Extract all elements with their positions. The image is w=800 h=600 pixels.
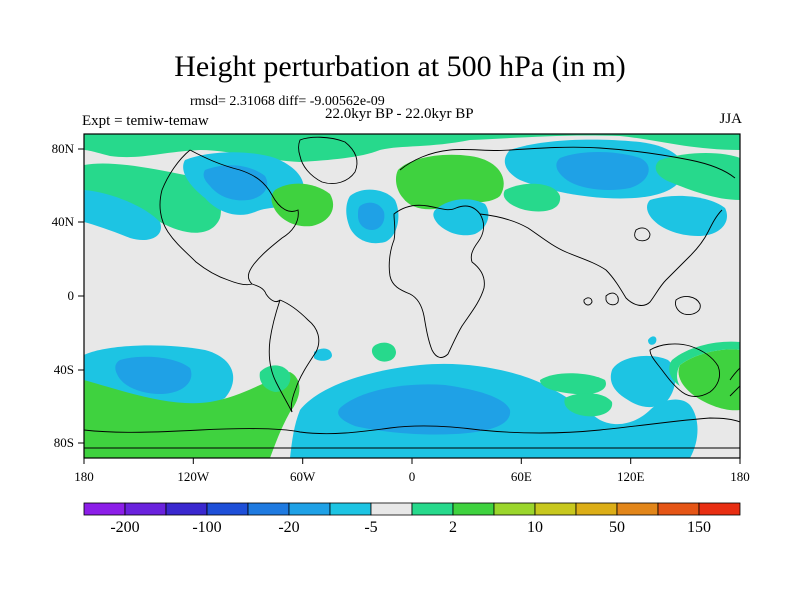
anomaly-region-south-atlantic-west xyxy=(259,365,291,392)
colorbar-swatch xyxy=(657,502,700,516)
stats-text: rmsd= 2.31068 diff= -9.00562e-09 xyxy=(190,94,385,109)
colorbar-swatch xyxy=(493,502,536,516)
latitude-tick-labels: 80N 40N 0 40S 80S xyxy=(52,141,75,450)
anomaly-region-central-asia xyxy=(503,183,561,212)
anomaly-region-indian-ocean-green xyxy=(540,373,606,395)
colorbar-label: -5 xyxy=(364,519,378,536)
anomaly-region-south-indian-green xyxy=(564,393,613,417)
colorbar-swatch xyxy=(534,502,577,516)
anomaly-region-north-pacific xyxy=(84,163,221,233)
anomaly-region-equatorial-indian xyxy=(648,336,657,345)
colorbar-swatch xyxy=(575,502,618,516)
anomaly-region-south-atlantic-small xyxy=(314,348,332,361)
period-label: 22.0kyr BP - 22.0kyr BP xyxy=(325,106,474,122)
anomaly-region-europe xyxy=(395,154,504,210)
colorbar-label: -100 xyxy=(192,519,222,536)
colorbar xyxy=(83,502,741,516)
colorbar-label: -20 xyxy=(278,519,300,536)
colorbar-swatch xyxy=(698,502,741,516)
anomaly-region-south-atlantic xyxy=(371,342,396,362)
anomaly-region-tasman-outer xyxy=(669,341,740,386)
anomaly-region-south-pacific-green xyxy=(84,372,300,458)
experiment-label: Expt = temiw-temaw xyxy=(82,113,209,129)
anomaly-region-north-america-core xyxy=(203,165,268,201)
anomaly-region-north-west-pacific xyxy=(647,195,727,236)
colorbar-label: 2 xyxy=(449,519,457,536)
colorbar-swatch xyxy=(452,502,495,516)
lon-tick-label: 120W xyxy=(177,469,210,484)
longitude-tick-labels: 180 120W 60W 0 60E 120E 180 xyxy=(74,469,750,484)
colorbar-label: 10 xyxy=(527,519,543,536)
colorbar-swatch xyxy=(83,502,126,516)
anomaly-region-north-pacific-low xyxy=(84,190,161,241)
map-panel xyxy=(84,134,740,458)
lat-tick-label: 80S xyxy=(54,435,74,450)
lon-tick-label: 60E xyxy=(511,469,532,484)
lon-tick-label: 60W xyxy=(290,469,316,484)
anomaly-region-southern-ocean-core xyxy=(338,384,511,435)
colorbar-swatch xyxy=(370,502,413,516)
lat-tick-label: 40N xyxy=(52,214,75,229)
axis-ticks xyxy=(78,148,741,464)
anomaly-region-mediterranean xyxy=(433,199,489,236)
lon-tick-label: 180 xyxy=(74,469,94,484)
coastlines xyxy=(84,136,740,449)
colorbar-swatch xyxy=(329,502,372,516)
colorbar-label: 50 xyxy=(609,519,625,536)
anomaly-region-tasman xyxy=(678,349,740,411)
lon-tick-label: 120E xyxy=(617,469,645,484)
anomaly-region-east-asia xyxy=(655,153,740,200)
lat-tick-label: 0 xyxy=(68,288,75,303)
anomaly-region-siberia-core xyxy=(556,152,649,190)
colorbar-swatch xyxy=(411,502,454,516)
lon-tick-label: 0 xyxy=(409,469,416,484)
lat-tick-label: 40S xyxy=(54,362,74,377)
colorbar-swatch xyxy=(247,502,290,516)
anomaly-region-mid-atlantic-core xyxy=(358,202,385,230)
colorbar-swatch xyxy=(206,502,249,516)
colorbar-swatch xyxy=(165,502,208,516)
colorbar-swatch xyxy=(124,502,167,516)
anomaly-region-labrador xyxy=(271,183,334,227)
anomaly-region-indian-ocean-south xyxy=(610,355,676,408)
colorbar-label: 150 xyxy=(687,519,711,536)
map-title: Height perturbation at 500 hPa (in m) xyxy=(174,50,626,83)
colorbar-swatch xyxy=(616,502,659,516)
lon-tick-label: 180 xyxy=(730,469,750,484)
anomaly-region-south-pacific-core xyxy=(115,356,192,394)
lat-tick-label: 80N xyxy=(52,141,75,156)
colorbar-label: -200 xyxy=(110,519,140,536)
season-label: JJA xyxy=(719,111,742,127)
colorbar-swatch xyxy=(288,502,331,516)
